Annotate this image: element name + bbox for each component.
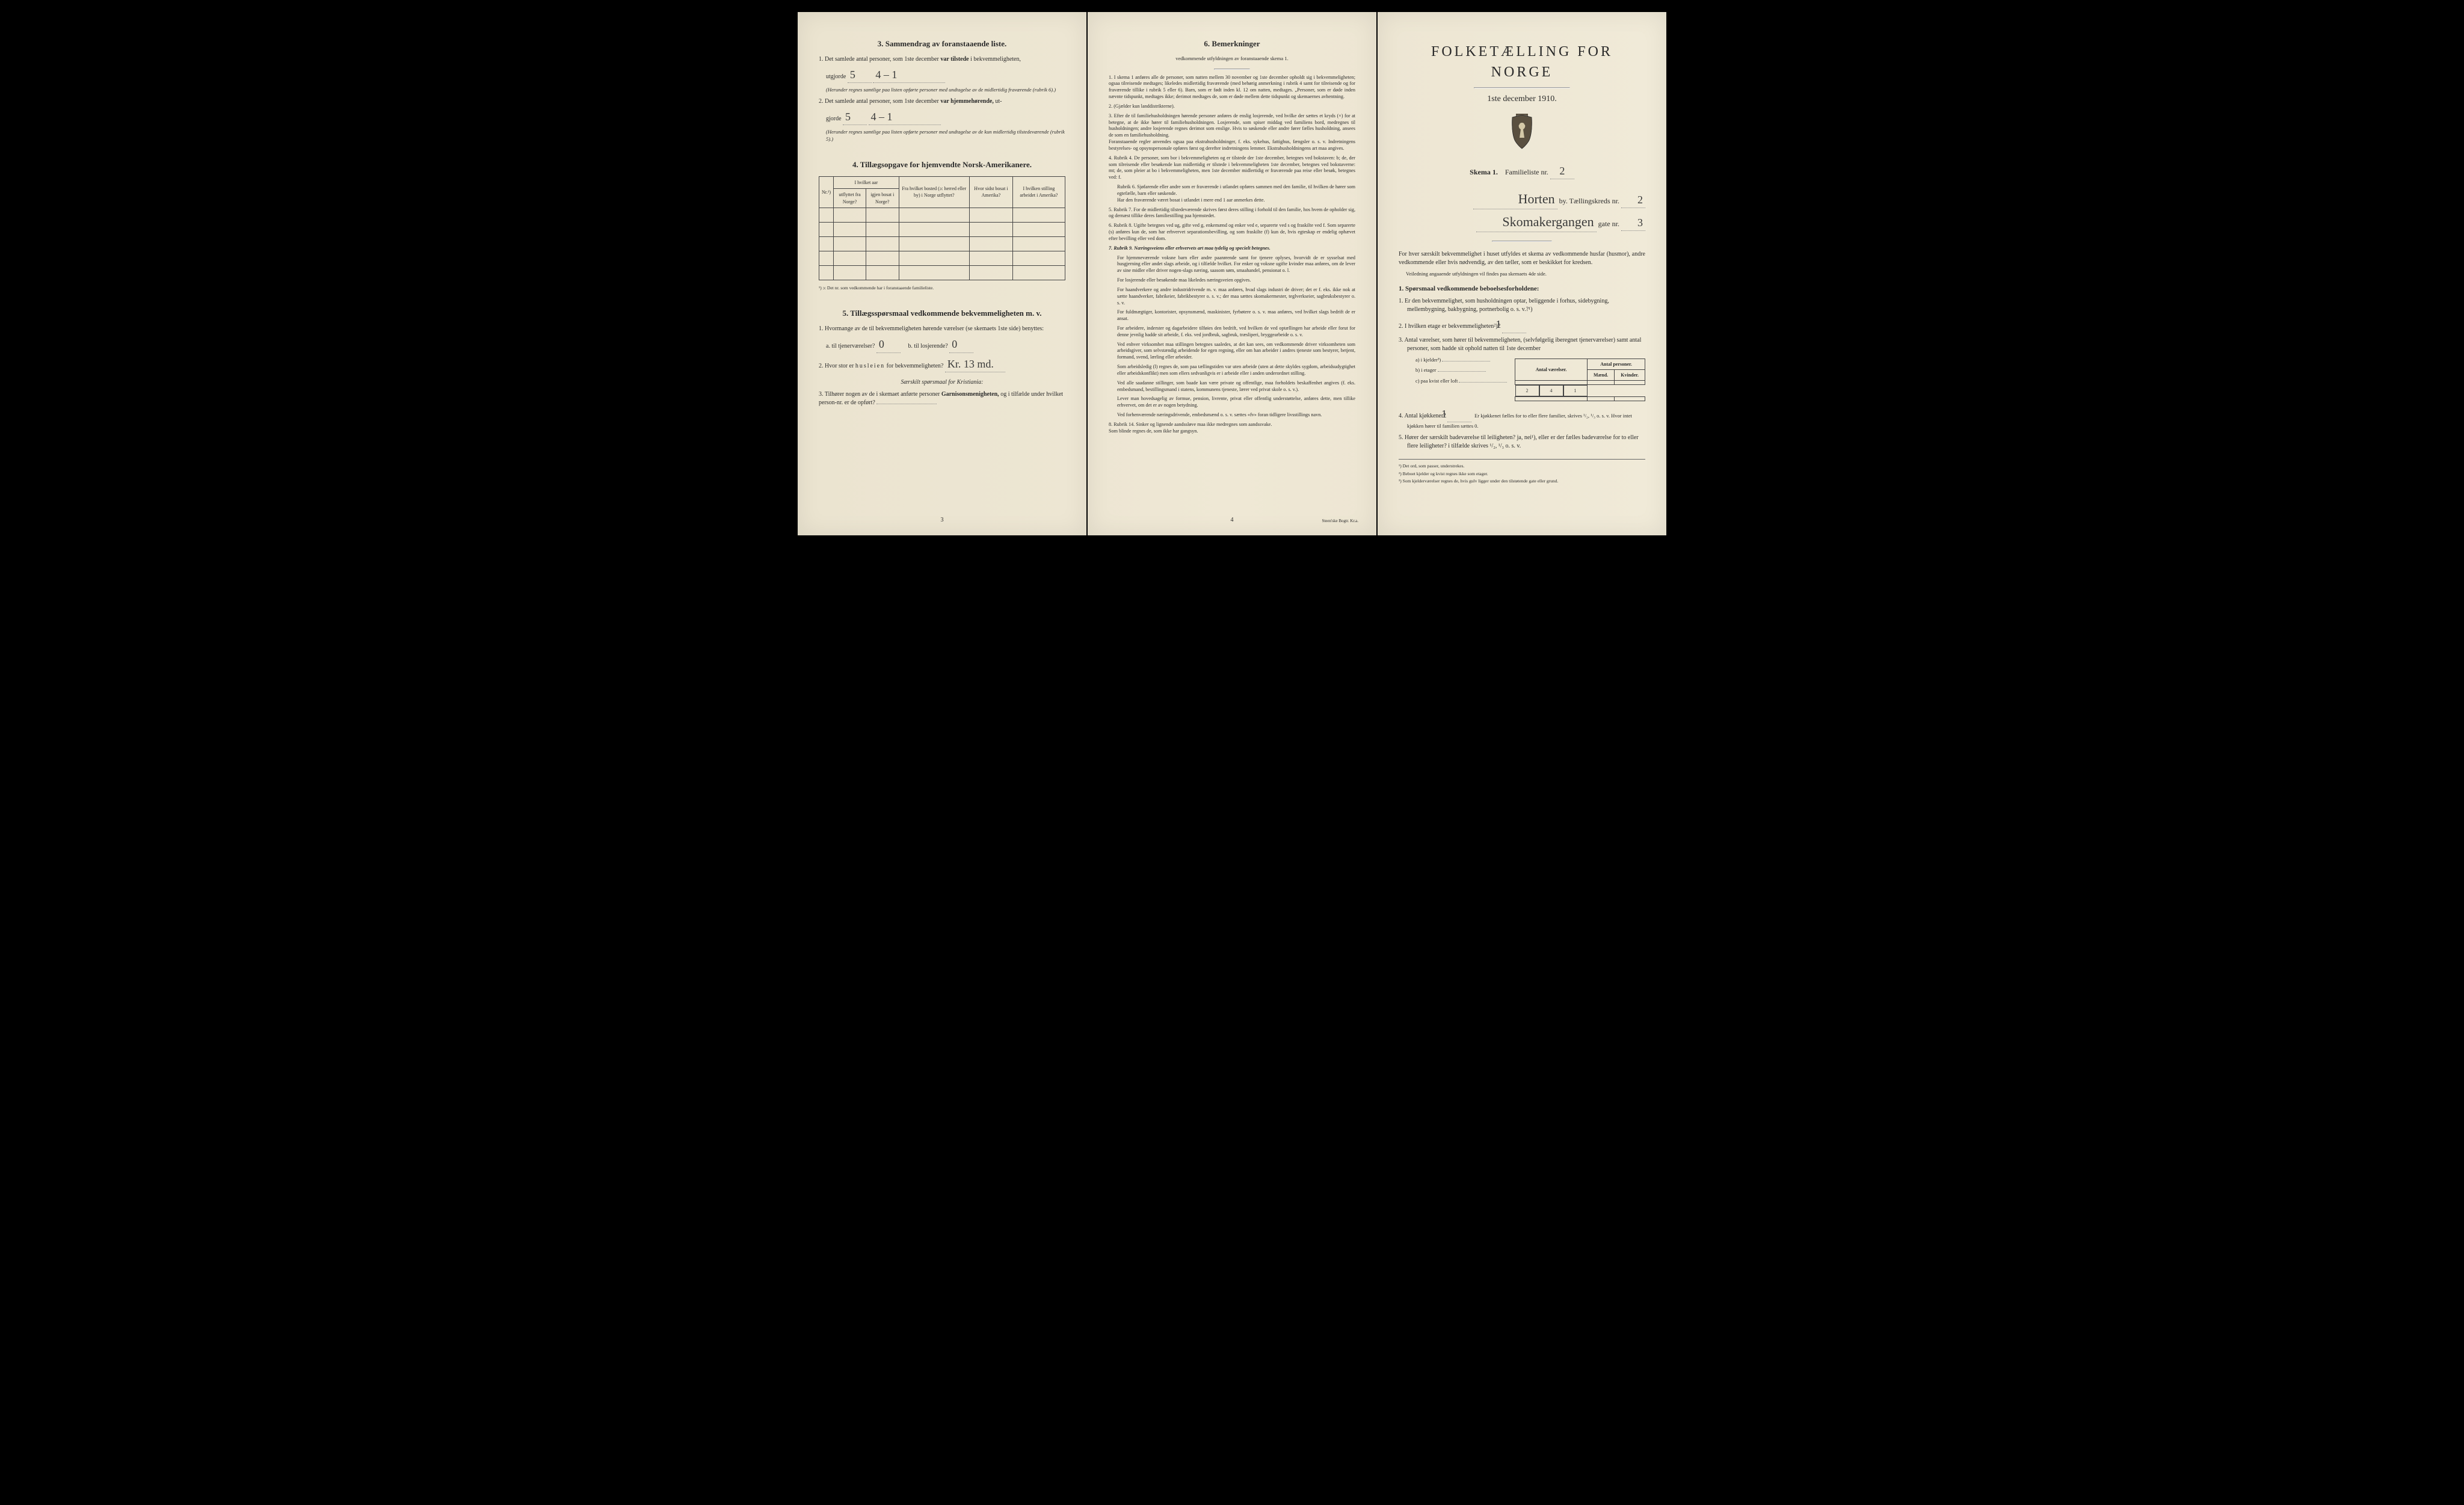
remark-8: 8. Rubrik 14. Sinker og lignende aandssl… xyxy=(1109,422,1355,435)
note1: (Herunder regnes samtlige paa listen opf… xyxy=(826,87,1065,93)
ans5-2: Kr. 13 md. xyxy=(945,357,1005,372)
remark-7d: For fuldmægtiger, kontorister, opsynsmæn… xyxy=(1117,309,1355,322)
table-row xyxy=(819,251,1065,265)
subtitle: 1ste december 1910. xyxy=(1399,93,1645,105)
printer-mark: Steen'ske Bogtr. Kr.a. xyxy=(1322,519,1358,525)
q2: 2. I hvilken etage er bekvemmeligheten²)… xyxy=(1407,317,1645,333)
remark-7-title: 7. Rubrik 9. Næringsveiens eller erhverv… xyxy=(1109,245,1355,252)
q2: 2. Det samlede antal personer, som 1ste … xyxy=(819,97,1065,106)
remark-5: 5. Rubrik 7. For de midlertidig tilstede… xyxy=(1109,207,1355,220)
q3: 3. Antal værelser, som hører til bekvemm… xyxy=(1407,336,1645,353)
q4-ans: 1 xyxy=(1447,407,1471,422)
q1: 1. Det samlede antal personer, som 1ste … xyxy=(819,55,1065,64)
section-6-subtitle: vedkommende utfyldningen av foranstaaend… xyxy=(1109,55,1355,62)
table-row xyxy=(819,208,1065,222)
table-row xyxy=(819,222,1065,236)
familieliste-nr: 2 xyxy=(1550,164,1574,179)
remark-7e: For arbeidere, inderster og dagarbeidere… xyxy=(1117,325,1355,339)
q1: 1. Er den bekvemmelighet, som husholdnin… xyxy=(1407,297,1645,314)
q1-answer-line: utgjorde 5 4 – 1 xyxy=(826,67,1065,83)
section-3-title: 3. Sammendrag av foranstaaende liste. xyxy=(819,38,1065,49)
remark-7f: Ved enhver virksomhet maa stillingen bet… xyxy=(1117,342,1355,361)
main-title: FOLKETÆLLING FOR NORGE xyxy=(1399,42,1645,82)
page-cover: FOLKETÆLLING FOR NORGE 1ste december 191… xyxy=(1378,12,1666,535)
ans2b: 4 – 1 xyxy=(869,109,941,125)
gate-nr: 3 xyxy=(1621,215,1645,231)
q5-separator: Særskilt spørsmaal for Kristiania: xyxy=(819,378,1065,387)
footnotes: ¹) Det ord, som passer, understrekes. ²)… xyxy=(1399,459,1645,485)
city-line: Horten by. Tællingskreds nr. 2 xyxy=(1399,190,1645,209)
q5-2: 2. Hvor stor er husleien for bekvemmelig… xyxy=(819,357,1065,372)
remark-7j: Ved forhenværende næringsdrivende, embed… xyxy=(1117,412,1355,419)
schema-line: Skema 1. Familieliste nr. 2 xyxy=(1399,164,1645,179)
remark-7a: For hjemmeværende voksne barn eller andr… xyxy=(1117,255,1355,274)
table-row xyxy=(1515,397,1645,401)
coat-of-arms-icon xyxy=(1399,114,1645,153)
remark-7i: Lever man hovedsagelig av formue, pensio… xyxy=(1117,396,1355,409)
street-line: Skomakergangen gate nr. 3 xyxy=(1399,213,1645,232)
fn3: ³) Som kjelderværelser regnes de, hvis g… xyxy=(1399,478,1645,485)
questions-heading: 1. Spørsmaal vedkommende beboelsesforhol… xyxy=(1399,285,1645,294)
table-row xyxy=(819,265,1065,280)
table-row xyxy=(819,236,1065,251)
section-4-title: 4. Tillægsopgave for hjemvendte Norsk-Am… xyxy=(819,159,1065,170)
ans5-1a: 0 xyxy=(876,337,901,352)
remark-7g: Som arbeidsledig (l) regnes de, som paa … xyxy=(1117,364,1355,377)
census-document: 3. Sammendrag av foranstaaende liste. 1.… xyxy=(798,12,1666,535)
q5-1: 1. Hvormange av de til bekvemmeligheten … xyxy=(819,325,1065,333)
bemerkninger-list: 1. I skema 1 anføres alle de personer, s… xyxy=(1109,75,1355,435)
q4: 4. Antal kjøkkener? 1 Er kjøkkenet fælle… xyxy=(1407,407,1645,431)
remark-4: 4. Rubrik 4. De personer, som bor i bekv… xyxy=(1109,155,1355,181)
ans5-1b: 0 xyxy=(949,337,973,352)
ans2a: 5 xyxy=(843,109,867,125)
section-5-title: 5. Tillægsspørsmaal vedkommende bekvemme… xyxy=(819,308,1065,319)
ans1a: 5 xyxy=(848,67,872,83)
kreds-nr: 2 xyxy=(1621,192,1645,208)
rooms-table: Antal værelser. Antal personer. Mænd. Kv… xyxy=(1515,359,1645,402)
table-row xyxy=(1515,380,1645,384)
fn1: ¹) Det ord, som passer, understrekes. xyxy=(1399,463,1645,470)
q2-ans: 1 xyxy=(1502,317,1526,333)
table-row: 2 4 1 xyxy=(1515,384,1645,396)
remark-7h: Ved alle saadanne stillinger, som baade … xyxy=(1117,380,1355,393)
page-3: 3. Sammendrag av foranstaaende liste. 1.… xyxy=(798,12,1086,535)
table-norsk-amerikanere: Nr.¹) I hvilket aar Fra hvilket bosted (… xyxy=(819,176,1065,280)
fn2: ²) Beboet kjelder og kvist regnes ikke s… xyxy=(1399,471,1645,478)
remark-4b: Rubrik 6. Sjøfarende eller andre som er … xyxy=(1117,184,1355,203)
page-number: 4 xyxy=(1231,516,1234,525)
street-name: Skomakergangen xyxy=(1476,213,1597,232)
remark-7b: For losjerende eller besøkende maa likel… xyxy=(1117,277,1355,284)
remark-1: 1. I skema 1 anføres alle de personer, s… xyxy=(1109,75,1355,100)
page-4: 6. Bemerkninger vedkommende utfyldningen… xyxy=(1088,12,1376,535)
q2-answer-line: gjorde 5 4 – 1 xyxy=(826,109,1065,125)
remark-7c: For haandverkere og andre industridriven… xyxy=(1117,287,1355,306)
remark-6: 6. Rubrik 8. Ugifte betegnes ved ug, gif… xyxy=(1109,223,1355,242)
city-name: Horten xyxy=(1473,190,1557,209)
remark-3: 3. Efter de til familiehusholdningen hør… xyxy=(1109,113,1355,152)
remark-2: 2. (Gjælder kun landdistrikterne). xyxy=(1109,103,1355,110)
page-number: 3 xyxy=(941,516,944,525)
ans1b: 4 – 1 xyxy=(873,67,945,83)
note2: (Herunder regnes samtlige paa listen opf… xyxy=(826,129,1065,143)
intro-text: For hver særskilt bekvemmelighet i huset… xyxy=(1399,250,1645,267)
intro-note: Veiledning angaaende utfyldningen vil fi… xyxy=(1406,271,1645,277)
q5-3: 3. Tilhører nogen av de i skemaet anført… xyxy=(819,390,1065,407)
section-6-title: 6. Bemerkninger xyxy=(1109,38,1355,49)
q5-1ab: a. til tjenerværelser? 0 b. til losjeren… xyxy=(826,337,1065,352)
table-4-footnote: ¹) ɔ: Det nr. som vedkommende har i fora… xyxy=(819,285,1065,292)
q5: 5. Hører der særskilt badeværelse til le… xyxy=(1407,434,1645,451)
